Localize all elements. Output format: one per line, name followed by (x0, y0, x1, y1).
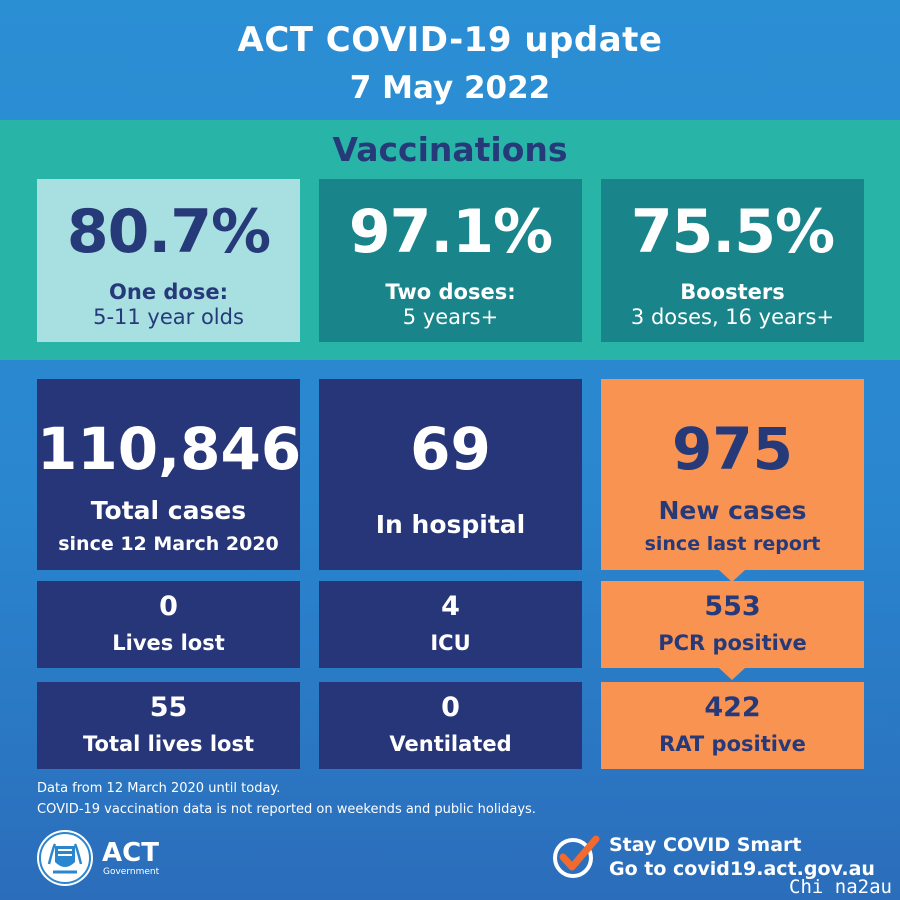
lives-lost-label: Lives lost (112, 631, 225, 655)
total-cases-card: 110,846 Total cases since 12 March 2020 (37, 379, 302, 570)
vacc-card-one-dose: 80.7% One dose: 5-11 year olds (37, 179, 300, 342)
total-lives-lost-label: Total lives lost (83, 732, 254, 756)
in-hospital-label: In hospital (375, 510, 526, 539)
new-cases-value: 975 (671, 415, 794, 483)
total-lives-lost-value: 55 (149, 692, 188, 723)
vacc-sublabel: 3 doses, 16 years+ (630, 305, 835, 329)
ventilated-label: Ventilated (389, 732, 512, 756)
vaccinations-title: Vaccinations (332, 130, 568, 169)
total-cases-value: 110,846 (37, 415, 302, 483)
pcr-pointer (719, 668, 745, 680)
total-cases-sublabel: since 12 March 2020 (58, 533, 279, 555)
vacc-card-two-doses: 97.1% Two doses: 5 years+ (319, 179, 582, 342)
vacc-value: 80.7% (66, 197, 271, 267)
cta-line-1: Stay COVID Smart (609, 834, 802, 856)
in-hospital-card: 69 In hospital (319, 379, 582, 570)
pcr-positive-value: 553 (704, 591, 761, 622)
vacc-sublabel: 5 years+ (402, 305, 499, 329)
icu-card: 4 ICU (319, 581, 582, 668)
cta-url[interactable]: Go to covid19.act.gov.au (609, 858, 875, 880)
rat-positive-label: RAT positive (659, 732, 806, 756)
icu-label: ICU (430, 631, 471, 655)
footnote-data-range: Data from 12 March 2020 until today. (37, 781, 281, 796)
vacc-card-boosters: 75.5% Boosters 3 doses, 16 years+ (601, 179, 864, 342)
logo-text: ACT (102, 838, 159, 868)
pcr-positive-label: PCR positive (658, 631, 807, 655)
lives-lost-value: 0 (159, 591, 178, 622)
page-title: ACT COVID-19 update (237, 20, 663, 60)
new-cases-sublabel: since last report (644, 533, 821, 555)
rat-positive-value: 422 (704, 692, 761, 723)
act-government-logo: ACT Government (37, 828, 187, 888)
vacc-label: Boosters (680, 280, 785, 304)
logo-subtext: Government (103, 867, 160, 877)
in-hospital-value: 69 (410, 415, 491, 483)
ventilated-card: 0 Ventilated (319, 682, 582, 769)
new-cases-pointer (719, 570, 745, 582)
vacc-value: 97.1% (348, 197, 553, 267)
rat-positive-card: 422 RAT positive (601, 682, 864, 769)
vacc-label: Two doses: (385, 280, 516, 304)
ventilated-value: 0 (441, 692, 460, 723)
total-cases-label: Total cases (90, 496, 247, 525)
footnote-vaccination: COVID-19 vaccination data is not reporte… (37, 802, 536, 817)
vacc-value: 75.5% (630, 197, 835, 267)
act-crest-icon (37, 830, 93, 886)
vacc-sublabel: 5-11 year olds (93, 305, 244, 329)
page-date: 7 May 2022 (349, 70, 551, 106)
lives-lost-card: 0 Lives lost (37, 581, 300, 668)
checkmark-icon (551, 832, 601, 880)
icu-value: 4 (441, 591, 460, 622)
total-lives-lost-card: 55 Total lives lost (37, 682, 300, 769)
watermark: Chi na2au (789, 876, 892, 898)
new-cases-label: New cases (658, 496, 807, 525)
stay-covid-smart: Stay COVID Smart Go to covid19.act.gov.a… (551, 830, 881, 890)
vacc-label: One dose: (109, 280, 228, 304)
header: ACT COVID-19 update 7 May 2022 (0, 0, 900, 120)
pcr-positive-card: 553 PCR positive (601, 581, 864, 668)
new-cases-card: 975 New cases since last report (601, 379, 864, 570)
